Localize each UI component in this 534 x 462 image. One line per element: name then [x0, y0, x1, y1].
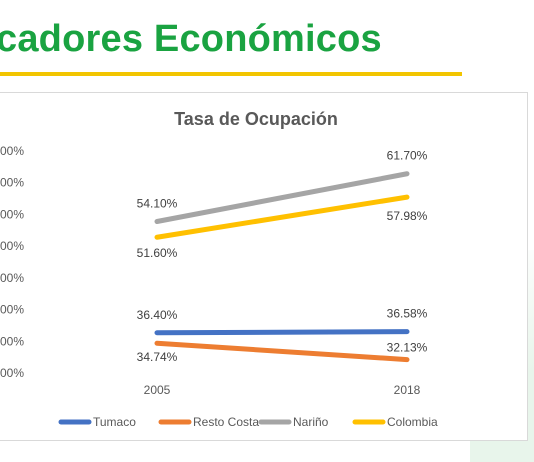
- legend-label: Tumaco: [93, 415, 136, 429]
- y-tick-label: 00%: [0, 207, 24, 221]
- legend: Tumaco Resto Costa Nariño Colombia: [58, 415, 438, 429]
- data-label: 32.13%: [387, 341, 428, 355]
- series-line-colombia: [154, 194, 410, 240]
- y-tick-label: 00%: [0, 239, 24, 253]
- data-label: 36.58%: [387, 307, 428, 321]
- chart-title: Tasa de Ocupación: [174, 109, 338, 129]
- series-line-nariño: [154, 171, 410, 225]
- y-tick-label: 00%: [0, 366, 24, 380]
- y-tick-label: 00%: [0, 176, 24, 190]
- y-tick-label: 00%: [0, 334, 24, 348]
- data-labels: 36.40% 36.58% 34.74% 32.13% 54.10% 61.70% 51.6…: [137, 149, 428, 364]
- occupation-rate-chart: Tasa de Ocupación 00%00%00%00%00%00%00%0…: [0, 109, 438, 429]
- data-label: 61.70%: [387, 149, 428, 163]
- legend-label: Nariño: [293, 415, 329, 429]
- y-tick-label: 00%: [0, 303, 24, 317]
- x-tick-label: 2018: [394, 383, 421, 397]
- data-label: 57.98%: [387, 209, 428, 223]
- data-label: 54.10%: [137, 197, 178, 211]
- series-line-resto-costa: [154, 340, 410, 363]
- x-axis-ticks: 2005 2018: [144, 383, 421, 397]
- series-line-tumaco: [154, 329, 410, 336]
- data-label: 34.74%: [137, 350, 178, 364]
- title-underline: [0, 72, 462, 76]
- chart-frame: Tasa de Ocupación 00% 00% 00% 00% 00% 00% 00% 0…: [0, 92, 528, 441]
- legend-label: Resto Costa: [193, 415, 259, 429]
- data-label: 51.60%: [137, 246, 178, 260]
- y-tick-label: 00%: [0, 144, 24, 158]
- slide-title: cadores Económicos: [0, 18, 382, 60]
- x-tick-label: 2005: [144, 383, 171, 397]
- series-lines: [154, 171, 410, 363]
- y-axis-ticks: 00% 00% 00% 00% 00% 00% 00% 00%: [0, 144, 24, 380]
- legend-label: Colombia: [387, 415, 438, 429]
- data-label: 36.40%: [137, 308, 178, 322]
- y-tick-label: 00%: [0, 271, 24, 285]
